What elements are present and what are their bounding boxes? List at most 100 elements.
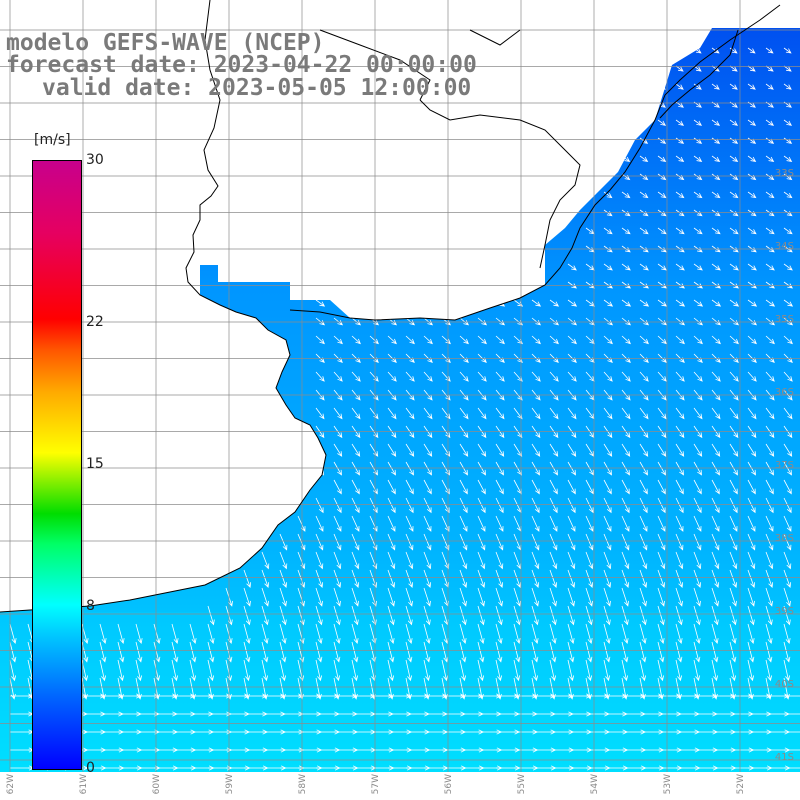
wind-arrow <box>729 281 739 289</box>
wind-arrow <box>495 407 505 420</box>
wind-arrow <box>585 515 594 532</box>
wind-arrow <box>513 623 521 645</box>
wind-arrow <box>783 47 792 54</box>
wind-arrow <box>495 551 504 570</box>
wind-arrow <box>351 443 361 457</box>
wind-arrow <box>729 119 739 126</box>
wind-arrow <box>567 569 576 589</box>
colorbar-tick-label: 8 <box>86 597 95 614</box>
wind-arrow <box>351 623 359 645</box>
wind-arrow <box>477 551 486 570</box>
wind-arrow <box>9 641 17 663</box>
wind-arrow <box>351 461 360 476</box>
wind-arrow <box>657 227 667 235</box>
wind-arrow <box>747 371 757 382</box>
wind-arrow <box>711 407 721 420</box>
wind-arrow <box>315 335 325 345</box>
wind-arrow <box>693 137 703 144</box>
wind-arrow <box>747 335 757 345</box>
wind-arrow <box>783 137 793 144</box>
wind-arrow <box>423 515 432 532</box>
wind-arrow <box>675 587 683 607</box>
wind-arrow <box>621 497 630 514</box>
wind-arrow <box>495 659 503 682</box>
wind-arrow <box>477 569 486 589</box>
wind-arrow <box>783 479 792 495</box>
inland-border <box>419 99 581 269</box>
wind-arrow <box>387 569 396 589</box>
wind-arrow <box>585 605 593 626</box>
patos-lagoon <box>659 29 739 119</box>
wind-arrow <box>603 569 612 589</box>
valid-date: valid date: 2023-05-05 12:00:00 <box>42 75 472 101</box>
wind-arrow <box>693 587 701 607</box>
wind-arrow <box>513 587 521 607</box>
wind-arrow <box>423 407 433 420</box>
wind-arrow <box>783 587 791 607</box>
wind-arrow <box>693 569 702 589</box>
wind-arrow <box>549 623 557 645</box>
longitude-label: 60W <box>152 773 162 794</box>
wind-arrow <box>495 569 504 589</box>
wind-arrow <box>387 551 396 570</box>
wind-arrow <box>603 299 614 307</box>
wind-arrow <box>423 299 434 307</box>
wind-arrow <box>585 569 594 589</box>
wind-arrow <box>693 263 703 271</box>
wind-arrow <box>675 479 684 495</box>
wind-arrow <box>459 461 468 476</box>
wind-arrow <box>351 299 362 307</box>
wind-arrow <box>315 443 325 457</box>
wind-arrow <box>765 299 776 307</box>
wind-arrow <box>693 479 702 495</box>
wind-arrow <box>315 569 324 589</box>
longitude-label: 57W <box>371 773 381 794</box>
wind-arrow <box>657 119 667 126</box>
wind-arrow <box>675 623 683 645</box>
wind-arrow <box>459 533 468 551</box>
wind-arrow <box>135 659 143 682</box>
wind-arrow <box>549 443 559 457</box>
wind-arrow <box>783 569 792 589</box>
wind-arrow <box>171 623 179 645</box>
wind-arrow <box>351 641 359 663</box>
wind-arrow <box>477 659 485 682</box>
wind-arrow <box>711 227 721 235</box>
wind-arrow <box>765 191 775 199</box>
wind-arrow <box>621 623 629 645</box>
wind-arrow <box>621 407 631 420</box>
wind-arrow <box>639 443 649 457</box>
wind-arrow <box>639 497 648 514</box>
wind-arrow <box>783 281 793 289</box>
wind-arrow <box>441 299 452 307</box>
wind-arrow <box>784 695 800 697</box>
wind-arrow <box>675 335 685 345</box>
wind-arrow <box>639 191 649 199</box>
wind-arrow <box>351 515 360 532</box>
wind-arrow <box>387 605 395 626</box>
wind-arrow <box>783 515 792 532</box>
wind-arrow <box>333 407 343 420</box>
wind-arrow <box>315 299 326 307</box>
wind-arrow <box>477 407 487 420</box>
wind-arrow <box>225 659 233 682</box>
wind-arrow <box>711 533 720 551</box>
wind-arrow <box>711 263 721 271</box>
wind-arrow <box>423 623 431 645</box>
wind-arrow <box>675 443 685 457</box>
wind-arrow <box>333 299 344 307</box>
latitude-label: 39S <box>774 606 794 617</box>
wind-arrow <box>261 623 269 645</box>
wind-arrow <box>603 227 613 235</box>
wind-arrow <box>459 515 468 532</box>
wind-arrow <box>603 479 612 495</box>
wind-arrow <box>783 533 792 551</box>
wind-arrow <box>729 569 738 589</box>
wind-arrow <box>549 479 558 495</box>
wind-arrow <box>765 533 774 551</box>
wind-arrow <box>747 227 757 235</box>
wind-arrow <box>675 569 684 589</box>
wind-arrow <box>621 461 630 476</box>
latitude-label: 34S <box>774 241 794 252</box>
wind-arrow <box>603 623 611 645</box>
